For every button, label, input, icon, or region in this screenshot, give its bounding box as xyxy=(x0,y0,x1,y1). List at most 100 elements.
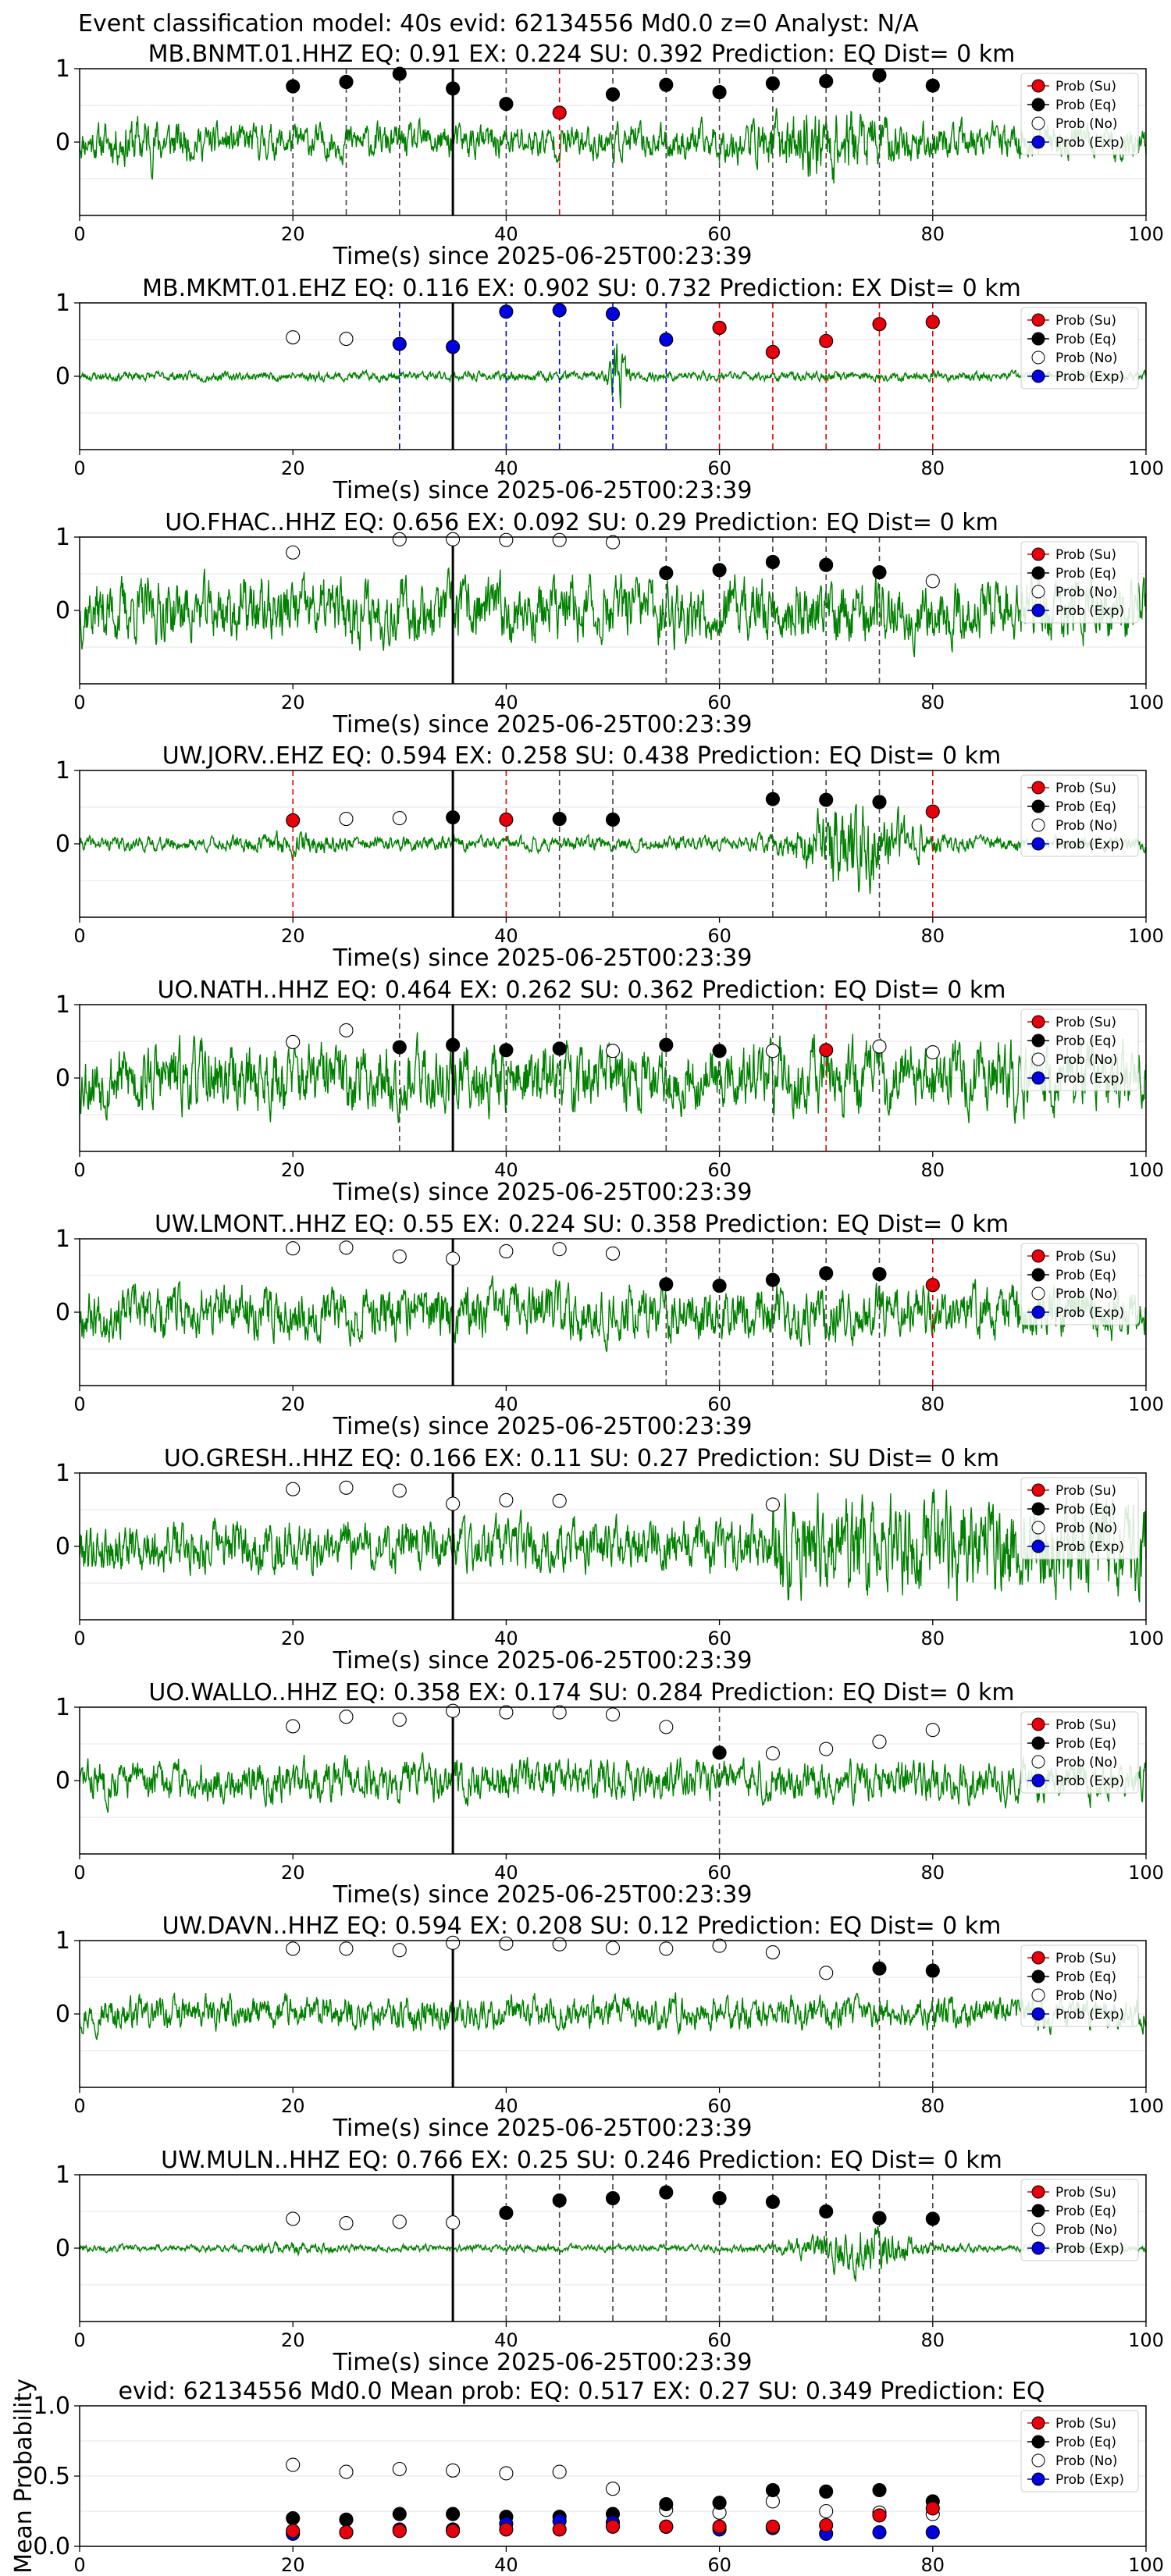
prob-point-eq xyxy=(659,566,674,581)
legend-label-eq: Prob (Eq) xyxy=(1055,2204,1116,2219)
legend-label-eq: Prob (Eq) xyxy=(1055,1034,1116,1049)
legend-marker-eq xyxy=(1031,799,1045,813)
mean-prob-point-no xyxy=(286,2457,301,2472)
x-tick-label: 60 xyxy=(707,1862,731,1884)
figure-title: Event classification model: 40s evid: 62… xyxy=(78,10,919,37)
legend-marker-exp xyxy=(1031,135,1045,149)
legend-marker-eq xyxy=(1031,1969,1045,1984)
mean-prob-point-eq xyxy=(286,2510,301,2526)
legend-marker-eq xyxy=(1031,566,1045,580)
prob-point-su xyxy=(925,1278,940,1293)
prob-point-no xyxy=(552,1493,567,1508)
prob-point-eq xyxy=(552,1041,567,1056)
x-tick-label: 100 xyxy=(1128,1628,1164,1649)
legend: Prob (Su) Prob (Eq) Prob (No) Prob (Exp) xyxy=(1020,1944,1139,2027)
prob-point-no xyxy=(446,2215,461,2230)
x-axis-label: Time(s) since 2025-06-25T00:23:39 xyxy=(333,711,753,738)
legend-label-exp: Prob (Exp) xyxy=(1055,1539,1124,1555)
legend-marker-exp xyxy=(1031,2007,1045,2021)
x-tick-label: 40 xyxy=(494,1159,518,1181)
mean-prob-point-eq xyxy=(339,2512,354,2527)
legend-label-eq: Prob (Eq) xyxy=(1055,1969,1116,1985)
legend-marker-no xyxy=(1031,1286,1045,1300)
x-tick-label: 100 xyxy=(1128,2554,1164,2576)
x-tick-label: 100 xyxy=(1128,1393,1164,1415)
prob-point-eq xyxy=(712,85,727,100)
y-tick-label: 0 xyxy=(55,597,70,624)
legend-marker-eq xyxy=(1031,332,1045,346)
y-tick-label: 0.0 xyxy=(33,2533,70,2560)
x-tick-label: 100 xyxy=(1128,1159,1164,1181)
legend-label-exp: Prob (Exp) xyxy=(1055,1305,1124,1321)
legend-label-no: Prob (No) xyxy=(1055,2453,1118,2469)
waveform-trace xyxy=(79,2226,1147,2282)
legend-label-su: Prob (Su) xyxy=(1055,2185,1116,2201)
y-tick-label: 0 xyxy=(55,1065,70,1092)
legend-label-exp: Prob (Exp) xyxy=(1055,603,1124,619)
x-tick-label: 40 xyxy=(494,2329,518,2351)
x-tick-label: 80 xyxy=(921,2329,945,2351)
mean-prob-point-su xyxy=(339,2524,354,2540)
mean-prob-point-exp xyxy=(925,2524,940,2540)
prob-point-no xyxy=(499,1493,514,1507)
x-tick-label: 60 xyxy=(707,2329,731,2351)
prob-point-eq xyxy=(499,97,514,112)
mean-prob-point-eq xyxy=(872,2482,887,2498)
legend-label-su: Prob (Su) xyxy=(1055,1483,1116,1499)
mean-prob-point-eq xyxy=(659,2496,674,2512)
prob-point-eq xyxy=(765,792,780,806)
panel-title: UW.JORV..EHZ EQ: 0.594 EX: 0.258 SU: 0.4… xyxy=(162,742,1001,770)
prob-point-eq xyxy=(765,2194,780,2209)
mean-prob-point-su xyxy=(446,2524,461,2539)
x-tick-label: 60 xyxy=(707,457,731,479)
legend-marker-eq xyxy=(1031,1736,1045,1750)
legend-marker-eq xyxy=(1031,1502,1045,1516)
prob-point-no xyxy=(872,1039,887,1054)
legend-marker-su xyxy=(1031,79,1045,93)
mean-prob-point-eq xyxy=(446,2507,461,2521)
legend-box xyxy=(1020,2410,1139,2492)
mean-prob-point-su xyxy=(925,2501,940,2516)
legend-marker-no xyxy=(1031,116,1045,130)
y-tick-label: 1 xyxy=(55,757,70,785)
x-axis-label: Time(s) since 2025-06-25T00:23:39 xyxy=(333,1647,753,1674)
prob-point-su xyxy=(925,315,940,329)
x-tick-label: 80 xyxy=(921,1628,945,1649)
prob-point-no xyxy=(605,1707,621,1722)
mean-prob-point-su xyxy=(499,2522,514,2537)
legend-label-eq: Prob (Eq) xyxy=(1055,566,1116,582)
legend-label-su: Prob (Su) xyxy=(1055,1717,1116,1733)
prob-point-exp xyxy=(446,340,461,354)
legend: Prob (Su) Prob (Eq) Prob (No) Prob (Exp) xyxy=(1020,1009,1139,1091)
prob-point-exp xyxy=(605,307,621,322)
prob-point-eq xyxy=(819,792,834,807)
prob-point-no xyxy=(446,1935,461,1950)
x-tick-label: 60 xyxy=(707,2554,731,2576)
legend-label-su: Prob (Su) xyxy=(1055,781,1116,796)
x-axis-label: Time(s) since 2025-06-25T00:23:39 xyxy=(333,1881,753,1909)
legend-label-eq: Prob (Eq) xyxy=(1055,98,1116,113)
prob-point-eq xyxy=(605,812,621,827)
prob-point-no xyxy=(286,1719,301,1734)
prob-point-no xyxy=(286,1941,301,1956)
prob-point-su xyxy=(872,317,887,332)
x-tick-label: 80 xyxy=(921,2095,945,2117)
y-tick-label: 0 xyxy=(55,129,70,156)
y-tick-label: 0 xyxy=(55,1533,70,1560)
x-tick-label: 0 xyxy=(73,1862,85,1884)
prob-point-eq xyxy=(925,1963,940,1978)
legend-marker-exp xyxy=(1031,2472,1045,2486)
x-tick-label: 0 xyxy=(73,223,85,245)
legend-label-eq: Prob (Eq) xyxy=(1055,1736,1116,1752)
prob-point-eq xyxy=(392,1040,407,1055)
prob-point-no xyxy=(819,1742,834,1756)
x-tick-label: 20 xyxy=(281,692,305,713)
legend-marker-su xyxy=(1031,2416,1045,2430)
legend: Prob (Su) Prob (Eq) Prob (No) Prob (Exp) xyxy=(1020,1477,1139,1560)
x-axis-label: Time(s) since 2025-06-25T00:23:39 xyxy=(333,1413,753,1440)
x-axis-label: Time(s) since 2025-06-25T00:23:39 xyxy=(333,243,753,270)
prob-point-eq xyxy=(712,563,727,578)
prob-point-eq xyxy=(392,66,407,81)
prob-point-no xyxy=(286,1034,301,1049)
x-tick-label: 20 xyxy=(281,223,305,245)
